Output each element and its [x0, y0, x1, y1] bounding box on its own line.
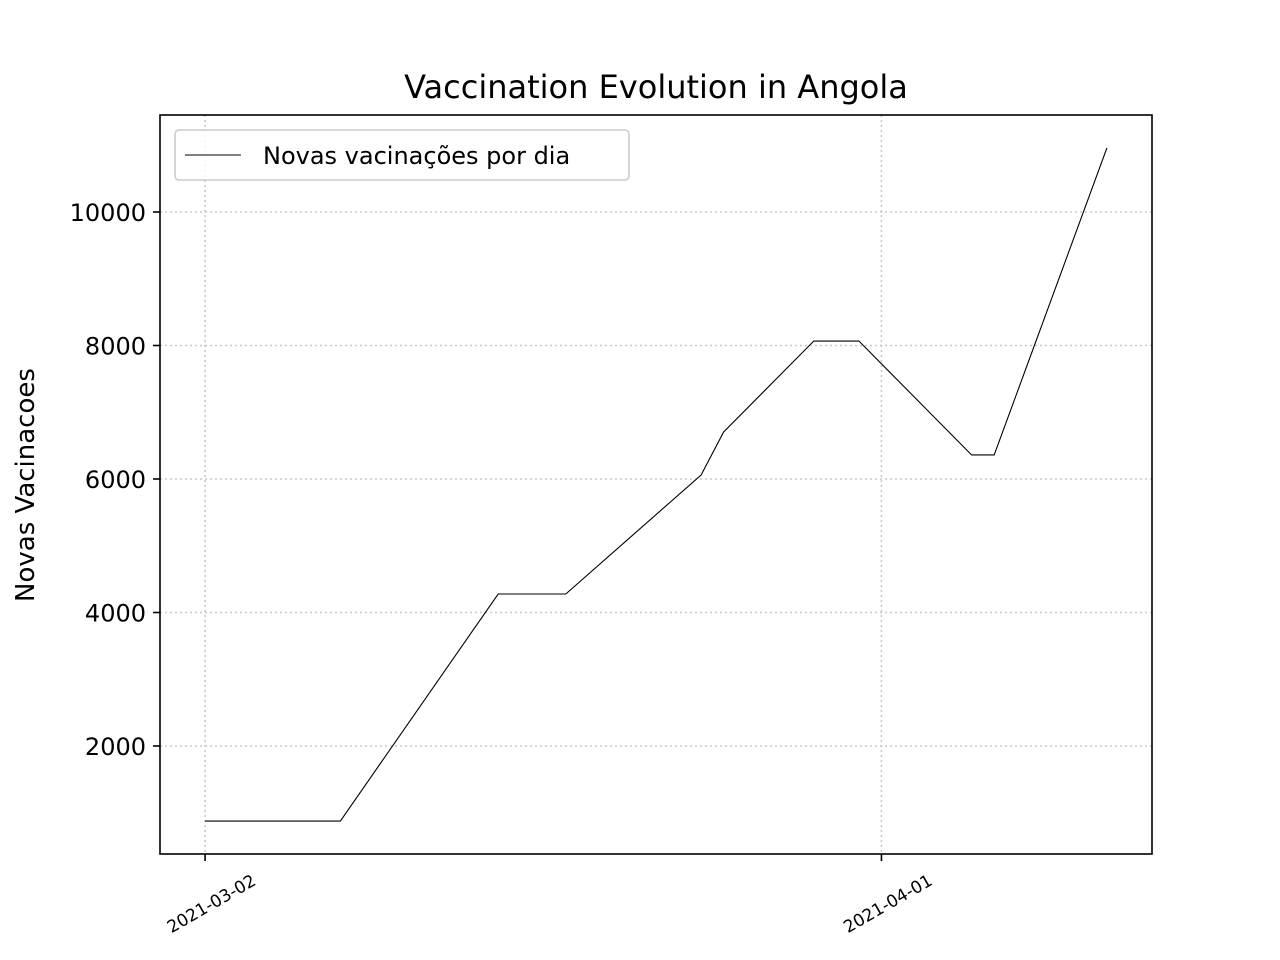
legend-box — [174, 129, 630, 181]
y-tick-label: 6000 — [85, 466, 146, 494]
y-tick-label: 8000 — [85, 332, 146, 360]
chart-title: Vaccination Evolution in Angola — [404, 68, 908, 106]
y-axis-label: Novas Vacinacoes — [11, 368, 41, 602]
legend: Novas vacinações por dia — [174, 129, 630, 181]
y-tick-label: 10000 — [70, 199, 146, 227]
y-tick-label: 4000 — [85, 599, 146, 627]
plot-frame — [159, 114, 1153, 855]
legend-label: Novas vacinações por dia — [263, 142, 570, 170]
y-tick-label: 2000 — [85, 733, 146, 761]
data-line — [205, 147, 1108, 822]
